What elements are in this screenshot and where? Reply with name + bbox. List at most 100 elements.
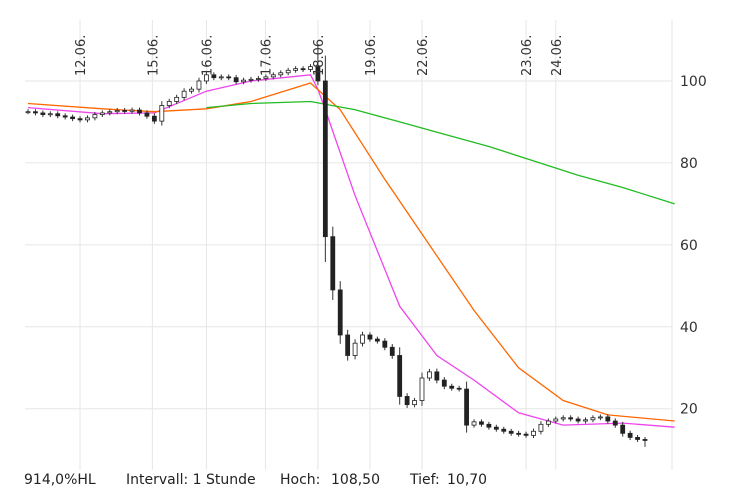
x-tick-label: 16.06. [200, 35, 215, 76]
candle [293, 66, 299, 73]
candle [553, 416, 559, 424]
candle [189, 86, 194, 94]
candle [538, 421, 544, 435]
candle [70, 114, 76, 122]
high-label: Hoch: [280, 472, 321, 488]
low-label: Tief: [410, 472, 440, 488]
x-tick-labels: 12.06. 15.06. 16.06. 17.06. 18.06. 19.06. 22.0… [74, 35, 565, 76]
candle [204, 71, 209, 84]
y-tick-label: 80 [680, 156, 698, 172]
candle [501, 426, 507, 434]
candle [568, 415, 574, 422]
candle [85, 115, 90, 123]
candle [441, 377, 447, 390]
candle [25, 109, 31, 115]
candle [47, 111, 53, 118]
candle [597, 414, 603, 421]
candle [486, 421, 492, 430]
candle [337, 281, 343, 344]
y-tick-label: 40 [680, 320, 698, 336]
candle [583, 417, 588, 424]
x-tick-label: 17.06. [259, 35, 274, 76]
candle [545, 418, 551, 427]
indicator-lines [27, 74, 675, 428]
candle [635, 434, 640, 442]
candle [263, 74, 269, 81]
candle [367, 332, 373, 342]
candle [374, 336, 380, 344]
candle [479, 419, 484, 427]
candle [256, 76, 261, 82]
candle [434, 368, 440, 384]
interval-label: Intervall: 1 Stunde [126, 472, 256, 488]
instrument-name: 914,0%HL [24, 472, 96, 488]
candle [449, 383, 455, 391]
candle [166, 98, 172, 109]
candle [248, 76, 254, 83]
indicator-line-2 [27, 82, 675, 422]
candle [352, 339, 358, 360]
indicator-line-1 [27, 74, 675, 428]
candle [174, 94, 180, 105]
candle [345, 329, 351, 361]
candle [226, 74, 232, 81]
candle [40, 110, 46, 118]
candle [33, 109, 38, 116]
high-value: 108,50 [331, 472, 380, 488]
x-tick-label: 18.06. [312, 35, 327, 76]
candle [389, 344, 395, 359]
y-tick-label: 100 [680, 74, 707, 90]
candle [464, 381, 469, 433]
price-chart: 12.06. 15.06. 16.06. 17.06. 18.06. 19.06. 22.0… [25, 20, 707, 470]
candle [151, 113, 157, 124]
chart-footer: 914,0%HL Intervall: 1 Stunde Hoch: 108,5… [0, 470, 742, 494]
candle [322, 55, 328, 263]
candle [144, 110, 150, 119]
candle [627, 430, 633, 441]
candle [300, 66, 306, 72]
x-tick-label: 24.06. [550, 35, 565, 76]
x-tick-label: 23.06. [520, 35, 535, 76]
candle [471, 419, 477, 428]
candle [605, 414, 611, 424]
x-tick-label: 19.06. [364, 35, 379, 76]
candle [114, 108, 120, 115]
candle [620, 421, 626, 437]
candle [62, 113, 68, 120]
candle [516, 430, 522, 437]
candle [575, 416, 581, 424]
candle [55, 111, 61, 119]
x-tick-label: 22.06. [416, 35, 431, 76]
candle [419, 372, 425, 406]
candle [493, 424, 499, 432]
candle [642, 437, 648, 447]
candle [137, 107, 142, 116]
candle [315, 46, 321, 86]
candle [531, 428, 536, 439]
candle [456, 385, 462, 392]
candle [397, 347, 403, 405]
y-tick-label: 20 [680, 402, 698, 418]
candle [99, 110, 105, 118]
candle [523, 431, 529, 438]
price-candles [25, 46, 648, 447]
candle [92, 112, 98, 121]
candle [241, 77, 246, 85]
indicator-line-3 [206, 100, 675, 205]
x-tick-label: 12.06. [74, 35, 89, 76]
candle [77, 116, 83, 123]
candle [196, 77, 202, 93]
x-tick-label: 15.06. [146, 35, 161, 76]
candle [560, 415, 566, 422]
candle [330, 226, 336, 300]
candle [129, 107, 135, 114]
candle [122, 108, 128, 114]
candle [427, 368, 432, 381]
grid-lines [25, 20, 673, 470]
candle [308, 64, 313, 72]
candle [270, 72, 276, 80]
candle [508, 428, 514, 436]
candle [612, 418, 618, 428]
candle [360, 331, 365, 347]
candle [404, 393, 410, 408]
